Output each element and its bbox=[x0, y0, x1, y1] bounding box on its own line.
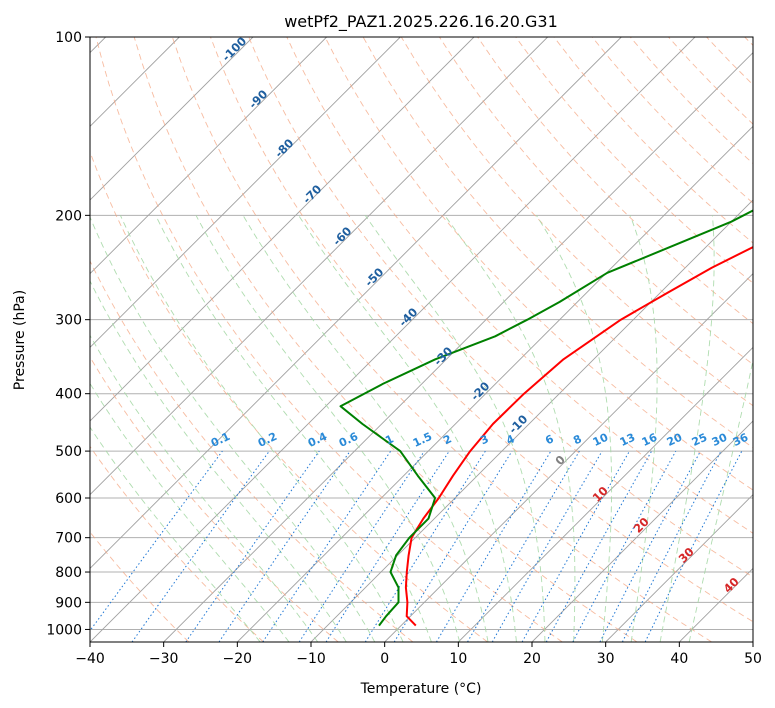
isotherm-line bbox=[90, 37, 475, 422]
mixing-ratio-line bbox=[644, 450, 743, 642]
moist-adiabat-line bbox=[90, 216, 376, 642]
dry-adiabat-line bbox=[248, 37, 753, 578]
x-tick-label: −10 bbox=[296, 651, 326, 667]
x-tick-label: 0 bbox=[380, 651, 389, 667]
moist-adiabat-line bbox=[535, 215, 613, 642]
moist-adiabat-line bbox=[659, 215, 715, 642]
x-tick-label: 30 bbox=[597, 651, 615, 667]
mixing-ratio-line bbox=[90, 450, 223, 632]
dry-adiabat-line bbox=[90, 356, 339, 642]
mixing-ratio-line bbox=[185, 450, 320, 642]
dry-adiabat-line bbox=[286, 37, 753, 534]
mixing-ratio-line bbox=[131, 450, 270, 642]
pressure-grid bbox=[90, 37, 753, 630]
moist-adiabat-line bbox=[242, 215, 489, 642]
dewpoint-line bbox=[339, 209, 753, 627]
y-axis-ticks: 100 200 300 400 500 600 700 800 900 1000 bbox=[46, 30, 90, 638]
moist-adiabat-line bbox=[155, 215, 432, 642]
x-tick-label: −30 bbox=[149, 651, 179, 667]
x-axis-label: Temperature (°C) bbox=[360, 681, 482, 697]
mixing-ratio-line bbox=[572, 450, 677, 642]
mixing-ratio-label: 16 bbox=[640, 431, 660, 449]
dry-adiabat-line bbox=[324, 37, 753, 491]
x-tick-label: 10 bbox=[449, 651, 467, 667]
isotherm-line bbox=[605, 494, 753, 642]
dry-adiabat-line bbox=[515, 37, 753, 284]
y-tick-label: 400 bbox=[55, 387, 82, 403]
dry-adiabat-lines bbox=[90, 37, 753, 642]
chart-title: wetPf2_PAZ1.2025.226.16.20.G31 bbox=[284, 12, 558, 32]
mixing-ratio-label: 36 bbox=[731, 431, 751, 449]
moist-adiabat-line bbox=[444, 215, 576, 642]
y-tick-label: 100 bbox=[55, 30, 82, 46]
dry-adiabat-line bbox=[171, 37, 712, 642]
moist-adiabat-line bbox=[90, 426, 261, 642]
plot-background bbox=[90, 37, 753, 642]
isotherm-line bbox=[90, 37, 254, 201]
x-axis-ticks: −40 −30 −20 −10 0 10 20 30 40 50 bbox=[75, 642, 762, 667]
moist-adiabat-line bbox=[195, 215, 461, 642]
moist-adiabat-line bbox=[90, 334, 319, 642]
mixing-ratio-line bbox=[298, 450, 425, 642]
temperature-line bbox=[404, 245, 753, 627]
mixing-ratio-line bbox=[545, 450, 653, 642]
y-tick-label: 900 bbox=[55, 595, 82, 611]
dry-adiabat-line bbox=[90, 259, 414, 642]
isotherm-line bbox=[163, 52, 753, 642]
mixing-ratio-line bbox=[521, 450, 630, 642]
mixing-ratio-label: 10 bbox=[591, 431, 611, 449]
x-tick-label: −40 bbox=[75, 651, 105, 667]
mixing-ratio-lines bbox=[90, 450, 743, 642]
y-tick-label: 700 bbox=[55, 531, 82, 547]
x-tick-label: 20 bbox=[523, 651, 541, 667]
y-tick-label: 800 bbox=[55, 565, 82, 581]
y-tick-label: 1000 bbox=[46, 622, 82, 638]
mixing-ratio-label: 13 bbox=[618, 431, 637, 449]
isotherm-line bbox=[90, 37, 401, 348]
mixing-ratio-label: 20 bbox=[665, 431, 685, 449]
isotherm-line bbox=[384, 273, 753, 642]
x-tick-label: 40 bbox=[670, 651, 688, 667]
moist-adiabat-line bbox=[364, 215, 546, 642]
moist-adiabat-line bbox=[90, 280, 347, 642]
isotherm-line bbox=[90, 37, 548, 496]
isotherm-lines bbox=[90, 37, 753, 642]
isotherm-line bbox=[90, 37, 327, 275]
dry-adiabat-line bbox=[90, 445, 264, 642]
y-tick-label: 600 bbox=[55, 491, 82, 507]
mixing-ratio-line bbox=[218, 450, 351, 642]
moist-adiabat-line bbox=[119, 215, 404, 642]
y-axis-label: Pressure (hPa) bbox=[12, 290, 28, 390]
dry-adiabat-line bbox=[210, 37, 753, 623]
x-tick-label: 50 bbox=[744, 651, 762, 667]
y-tick-label: 500 bbox=[55, 444, 82, 460]
y-tick-label: 300 bbox=[55, 313, 82, 329]
mixing-ratio-label: 25 bbox=[690, 431, 709, 449]
mixing-ratio-line bbox=[325, 450, 450, 642]
moist-adiabat-line bbox=[629, 215, 658, 642]
isotherm-line bbox=[237, 125, 753, 642]
mixing-ratio-line bbox=[262, 450, 392, 642]
mixing-ratio-label: 30 bbox=[710, 431, 730, 449]
dry-adiabat-line bbox=[95, 37, 563, 642]
isotherm-line bbox=[90, 37, 696, 642]
profile-lines bbox=[339, 209, 753, 627]
isotherm-line bbox=[458, 346, 753, 642]
mixing-ratio-line bbox=[393, 450, 513, 642]
plot-frame bbox=[89, 36, 754, 643]
isotherm-line bbox=[90, 37, 622, 569]
y-tick-label: 200 bbox=[55, 208, 82, 224]
isotherm-line bbox=[752, 641, 753, 642]
x-tick-label: −20 bbox=[223, 651, 253, 667]
isotherm-line bbox=[531, 420, 753, 642]
